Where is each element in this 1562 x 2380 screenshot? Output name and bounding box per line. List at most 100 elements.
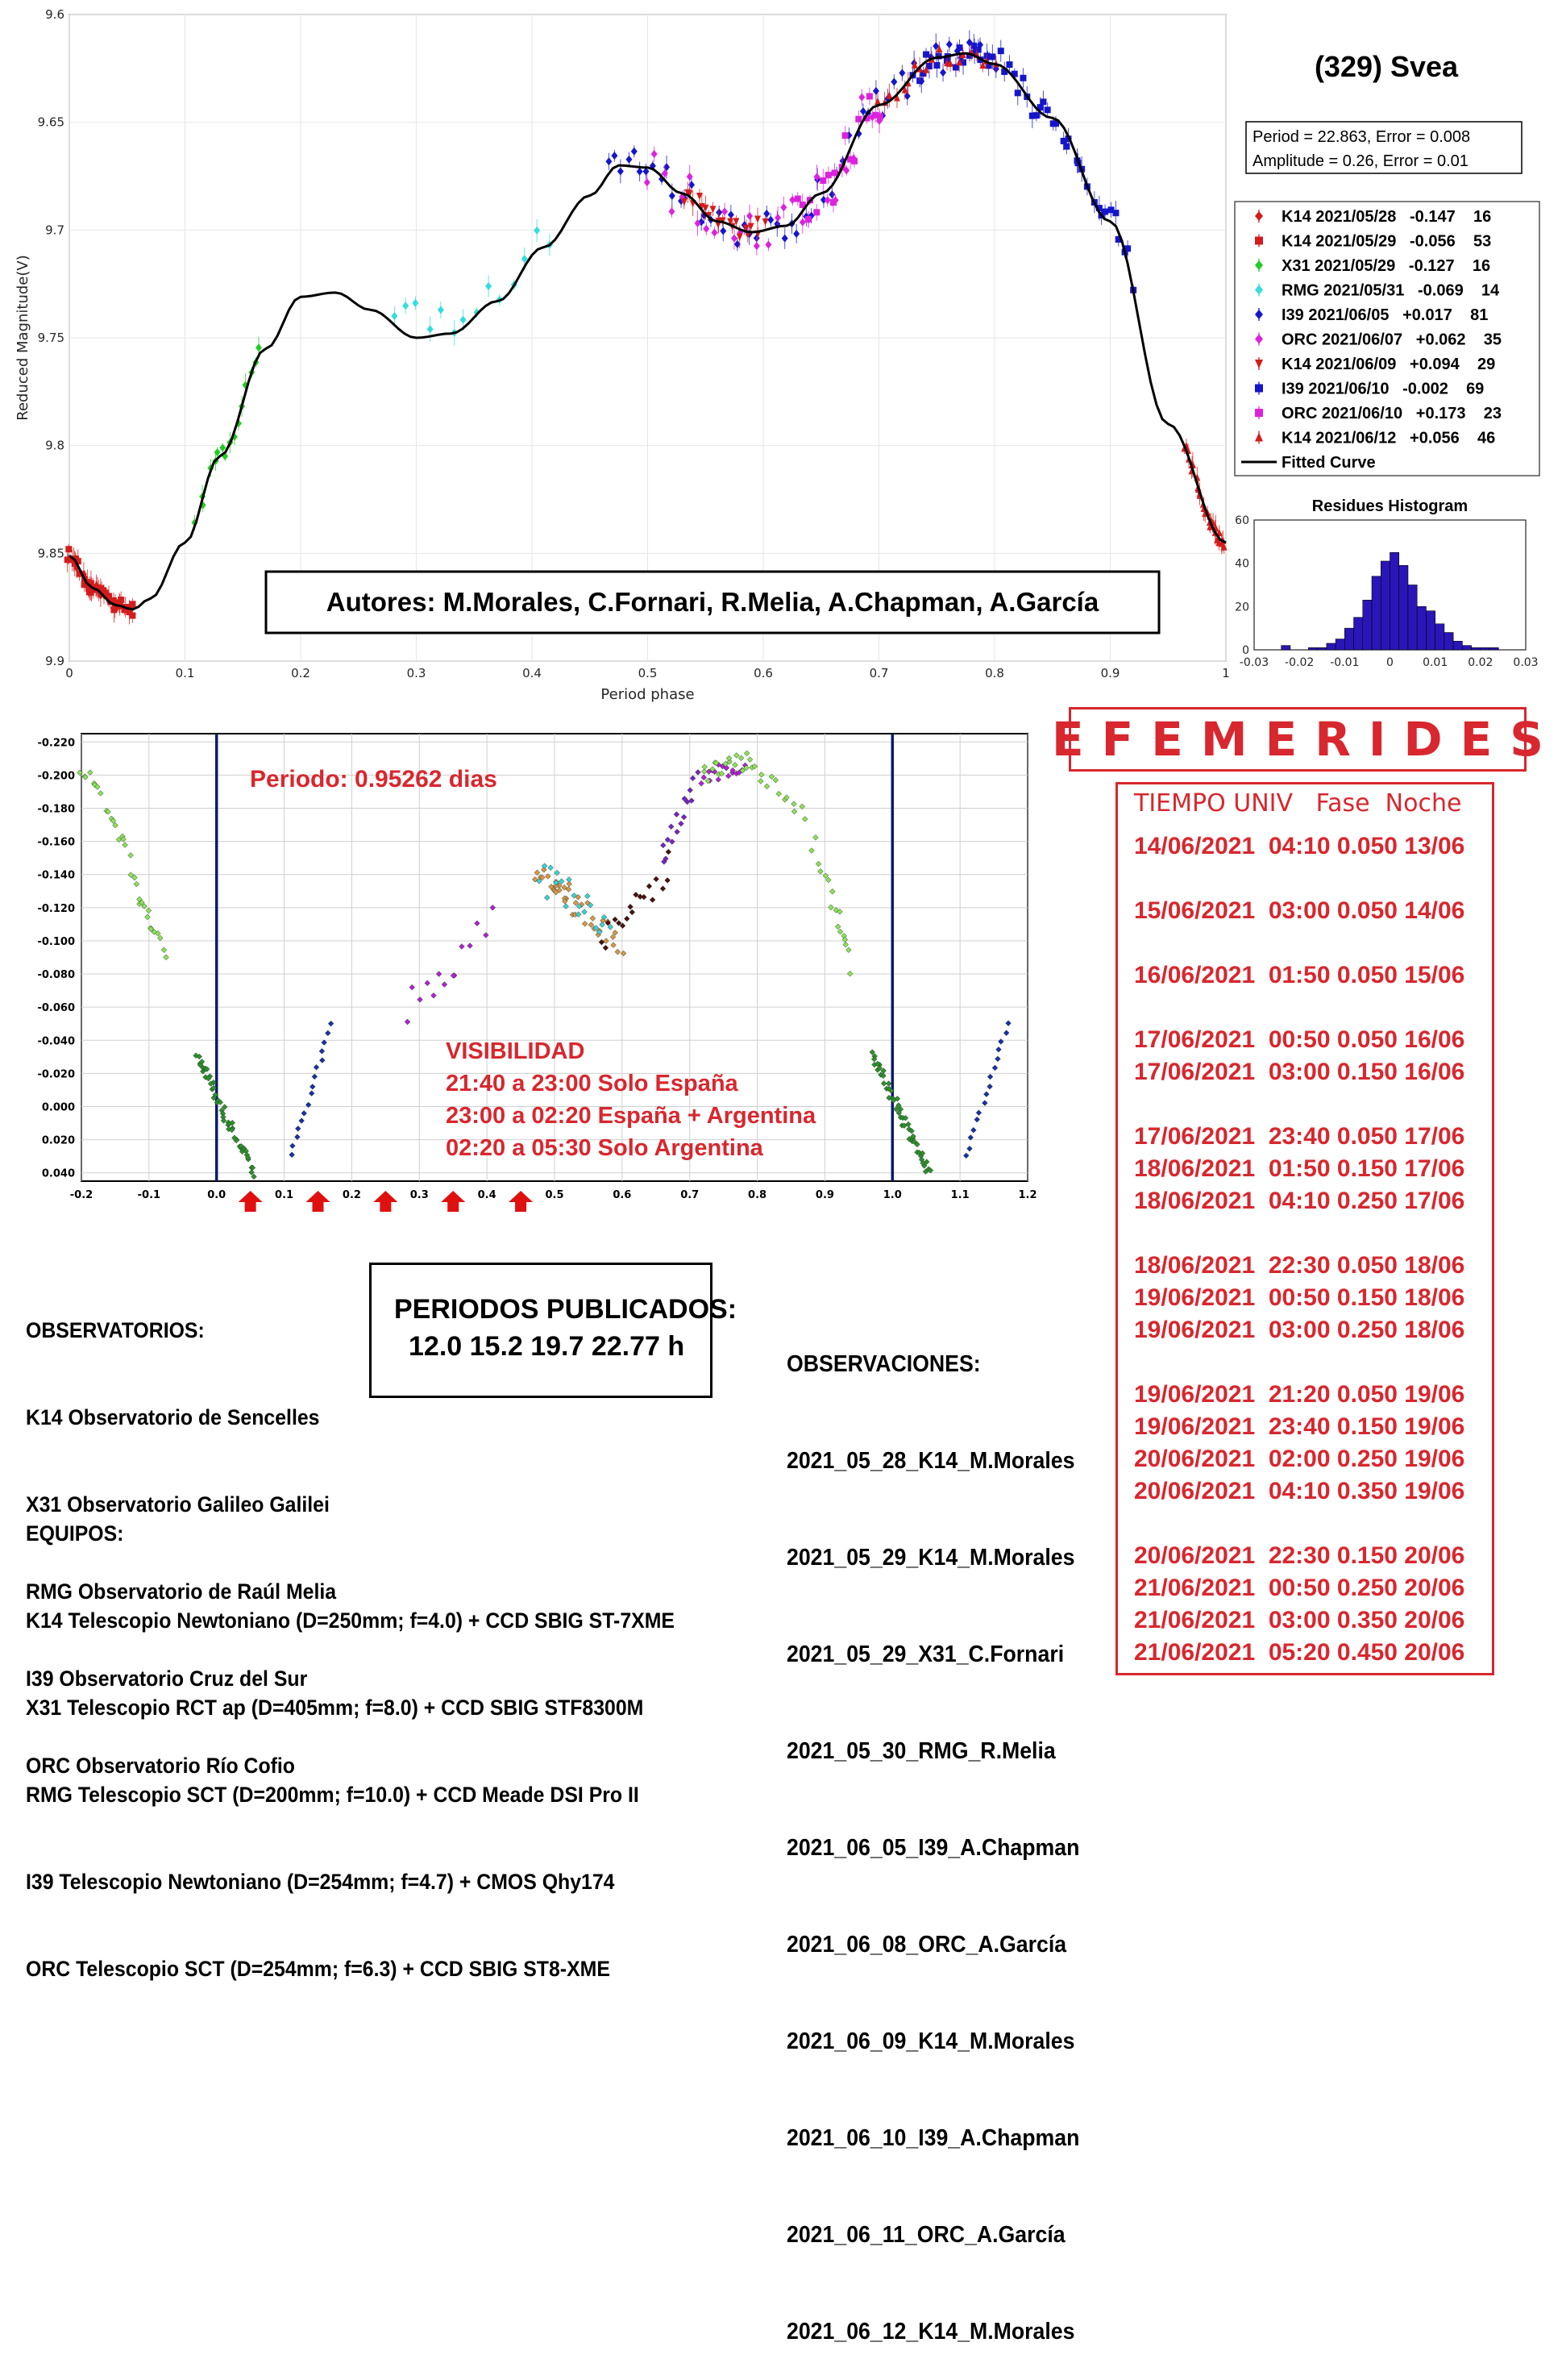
phase-point <box>869 1049 876 1055</box>
phase-point <box>688 797 695 804</box>
data-point <box>753 242 760 251</box>
legend-marker <box>1255 310 1263 319</box>
phase-point <box>927 1167 934 1174</box>
phase-point <box>319 1057 326 1063</box>
phase-point <box>678 820 684 827</box>
data-point <box>686 173 693 181</box>
phase-point <box>846 970 854 977</box>
phase-point <box>887 1088 895 1094</box>
data-point <box>876 113 883 120</box>
x-axis-label: Period phase <box>600 686 694 703</box>
data-point <box>1112 210 1120 217</box>
histogram-bar <box>1452 640 1463 651</box>
data-point <box>402 302 409 310</box>
observation-item: 2021_05_30_RMG_R.Melia <box>787 1738 1056 1764</box>
data-point <box>1006 61 1013 69</box>
phase-point <box>424 980 431 987</box>
phase-point <box>566 876 572 883</box>
phase-point <box>105 809 111 815</box>
observation-item: 2021_06_11_ORC_A.García <box>787 2222 1066 2248</box>
phase-point <box>589 915 596 922</box>
data-point <box>1011 70 1018 77</box>
phase-point <box>1005 1020 1012 1026</box>
data-point <box>1032 112 1040 119</box>
phase-point <box>212 1092 218 1098</box>
data-point <box>219 443 226 452</box>
data-point <box>936 45 943 53</box>
phase-point <box>228 1126 235 1134</box>
data-point <box>605 157 613 166</box>
histogram-title: Residues Histogram <box>1312 497 1468 515</box>
phase-arrow-marker <box>441 1191 466 1212</box>
phase-point <box>404 1018 411 1026</box>
phase-point <box>698 780 704 787</box>
data-point <box>933 42 940 51</box>
histogram-bar <box>1281 645 1291 651</box>
phase-point <box>718 770 725 777</box>
phase-point <box>604 919 612 926</box>
observation-item: 2021_05_28_K14_M.Morales <box>787 1448 1075 1474</box>
legend-marker <box>1255 409 1263 417</box>
phase-point <box>233 1137 239 1144</box>
phase-point <box>309 1084 316 1090</box>
data-point <box>426 325 434 334</box>
equipment-block: EQUIPOS: K14 Telescopio Newtoniano (D=25… <box>26 1461 675 2012</box>
phase-point <box>722 760 729 768</box>
ephemeris-row: 15/06/2021 03:00 0.050 14/06 <box>1134 897 1465 924</box>
phase-point <box>127 852 134 859</box>
phase-point <box>311 1073 318 1080</box>
phase-point <box>974 1116 980 1123</box>
phase-point <box>732 762 738 768</box>
phase-point <box>77 769 83 776</box>
data-point <box>813 209 820 216</box>
legend-label: I39 2021/06/10 -0.002 69 <box>1282 381 1484 398</box>
data-point <box>956 44 963 52</box>
phase-point <box>808 847 815 854</box>
phase-point <box>244 1154 251 1161</box>
x-tick-label: 0.8 <box>985 666 1004 680</box>
phase-point <box>483 932 489 938</box>
histogram-y-tick: 60 <box>1235 514 1249 527</box>
phase-point <box>743 764 750 772</box>
histogram-y-tick: 20 <box>1235 601 1249 614</box>
phase-point <box>646 883 653 889</box>
phase-point <box>674 828 680 835</box>
data-point <box>989 53 996 60</box>
phase-y-tick: -0.120 <box>37 903 75 915</box>
phase-point <box>653 876 659 883</box>
data-point <box>825 172 832 179</box>
phase-point <box>612 916 618 923</box>
phase-x-tick: 0.1 <box>275 1189 293 1201</box>
data-point <box>1207 522 1214 531</box>
phase-x-tick: 0.6 <box>613 1189 631 1201</box>
phase-point <box>880 1080 887 1087</box>
phase-point <box>325 1030 331 1037</box>
phase-point <box>534 869 541 876</box>
data-point <box>859 107 866 116</box>
legend-label: Fitted Curve <box>1282 454 1376 472</box>
visibility-line: 02:20 a 05:30 Solo Argentina <box>446 1135 764 1161</box>
phase-point <box>294 1134 301 1140</box>
phase-point <box>295 1126 301 1132</box>
phase-point <box>541 867 547 873</box>
data-point <box>891 77 898 86</box>
data-point <box>820 177 827 184</box>
ephemerides-table: TIEMPO UNIV Fase Noche 14/06/2021 04:10 … <box>1115 782 1494 1675</box>
phase-x-tick: 1.2 <box>1018 1189 1036 1201</box>
phase-point <box>982 1100 988 1106</box>
phase-point <box>561 884 567 891</box>
data-point <box>925 62 933 69</box>
data-point <box>911 60 918 69</box>
phase-point <box>908 1128 915 1134</box>
histogram-x-tick: -0.02 <box>1285 656 1314 669</box>
fit-info-text: Amplitude = 0.26, Error = 0.01 <box>1253 152 1469 170</box>
ephemeris-row: 20/06/2021 02:00 0.250 19/06 <box>1134 1446 1465 1472</box>
ephemeris-row: 19/06/2021 23:40 0.150 19/06 <box>1134 1413 1465 1440</box>
ephemeris-row: 19/06/2021 21:20 0.050 19/06 <box>1134 1381 1465 1408</box>
x-tick-label: 0.4 <box>522 666 542 680</box>
data-point <box>485 281 492 290</box>
data-point <box>893 94 900 102</box>
phase-point <box>196 1053 202 1060</box>
phase-point <box>609 934 617 941</box>
phase-point <box>193 1052 199 1059</box>
